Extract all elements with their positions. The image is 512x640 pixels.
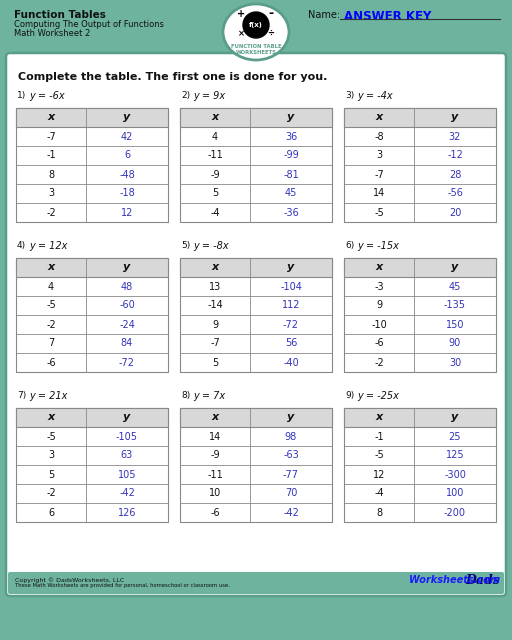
Bar [344, 408, 496, 522]
Text: -42: -42 [119, 488, 135, 499]
FancyBboxPatch shape [6, 53, 506, 596]
Text: y: y [452, 113, 459, 122]
Text: 8: 8 [376, 508, 382, 518]
Text: 6): 6) [345, 241, 354, 250]
Text: -1: -1 [374, 431, 384, 442]
Text: y: y [123, 413, 131, 422]
Text: -40: -40 [283, 358, 299, 367]
Text: Dads: Dads [465, 573, 500, 586]
Text: -77: -77 [283, 470, 299, 479]
Text: 4: 4 [48, 282, 54, 291]
Bar [180, 258, 332, 277]
Text: ANSWER KEY: ANSWER KEY [344, 10, 432, 23]
Text: x: x [48, 113, 54, 122]
Text: -5: -5 [46, 431, 56, 442]
Text: x: x [375, 413, 382, 422]
Text: -7: -7 [210, 339, 220, 349]
Text: 1): 1) [17, 91, 26, 100]
Bar [16, 108, 168, 127]
Text: 56: 56 [285, 339, 297, 349]
Text: -10: -10 [371, 319, 387, 330]
Text: -200: -200 [444, 508, 466, 518]
Bar [344, 108, 496, 127]
Text: Name:: Name: [308, 10, 340, 20]
Text: 70: 70 [285, 488, 297, 499]
Text: 12: 12 [373, 470, 385, 479]
Text: y = 12x: y = 12x [29, 241, 68, 251]
Text: ×: × [238, 29, 245, 38]
Text: 45: 45 [285, 189, 297, 198]
Text: 9): 9) [345, 391, 354, 400]
Text: y: y [452, 262, 459, 273]
Text: -5: -5 [374, 451, 384, 461]
Text: ÷: ÷ [267, 29, 274, 38]
Text: -4: -4 [210, 207, 220, 218]
Text: 6: 6 [124, 150, 130, 161]
Text: x: x [375, 262, 382, 273]
Text: -9: -9 [210, 170, 220, 179]
Text: -104: -104 [280, 282, 302, 291]
Text: y = 7x: y = 7x [193, 391, 225, 401]
Text: -12: -12 [447, 150, 463, 161]
Text: 126: 126 [118, 508, 136, 518]
Text: -6: -6 [374, 339, 384, 349]
Text: 112: 112 [282, 301, 300, 310]
Text: -9: -9 [210, 451, 220, 461]
Text: 4: 4 [212, 131, 218, 141]
Text: Worksheets.com: Worksheets.com [382, 575, 500, 585]
Text: 7): 7) [17, 391, 26, 400]
Text: -24: -24 [119, 319, 135, 330]
Text: 5: 5 [212, 189, 218, 198]
Text: y: y [123, 113, 131, 122]
Text: 7: 7 [48, 339, 54, 349]
Text: 32: 32 [449, 131, 461, 141]
Text: -5: -5 [46, 301, 56, 310]
Text: -300: -300 [444, 470, 466, 479]
Text: y = -6x: y = -6x [29, 91, 65, 101]
Text: y = -4x: y = -4x [357, 91, 393, 101]
Text: 84: 84 [121, 339, 133, 349]
Bar [16, 258, 168, 372]
Bar [344, 408, 496, 427]
Text: -60: -60 [119, 301, 135, 310]
Text: -72: -72 [119, 358, 135, 367]
Text: y: y [287, 413, 294, 422]
Text: 13: 13 [209, 282, 221, 291]
Text: 125: 125 [445, 451, 464, 461]
Bar [16, 258, 168, 277]
Text: -36: -36 [283, 207, 299, 218]
Text: 45: 45 [449, 282, 461, 291]
Text: -5: -5 [374, 207, 384, 218]
Text: -: - [268, 8, 273, 20]
Text: 10: 10 [209, 488, 221, 499]
Text: 150: 150 [446, 319, 464, 330]
Text: Math Worksheet 2: Math Worksheet 2 [14, 29, 90, 38]
Text: -7: -7 [374, 170, 384, 179]
Text: WORKSHEETS: WORKSHEETS [236, 49, 276, 54]
Text: y: y [123, 262, 131, 273]
Text: 98: 98 [285, 431, 297, 442]
Text: -6: -6 [210, 508, 220, 518]
Text: -81: -81 [283, 170, 299, 179]
Text: 2): 2) [181, 91, 190, 100]
Text: 12: 12 [121, 207, 133, 218]
Bar [180, 408, 332, 427]
Text: y = -15x: y = -15x [357, 241, 399, 251]
Bar [180, 408, 332, 522]
Bar [180, 258, 332, 372]
Text: Computing The Output of Functions: Computing The Output of Functions [14, 20, 164, 29]
Text: y = -8x: y = -8x [193, 241, 229, 251]
Text: 5: 5 [212, 358, 218, 367]
Text: -48: -48 [119, 170, 135, 179]
Text: y = 9x: y = 9x [193, 91, 225, 101]
Text: x: x [48, 413, 54, 422]
Text: -11: -11 [207, 150, 223, 161]
Text: 3): 3) [345, 91, 354, 100]
Text: -18: -18 [119, 189, 135, 198]
Text: -56: -56 [447, 189, 463, 198]
Bar [180, 108, 332, 222]
Text: -2: -2 [46, 488, 56, 499]
Text: -8: -8 [374, 131, 384, 141]
Text: 20: 20 [449, 207, 461, 218]
